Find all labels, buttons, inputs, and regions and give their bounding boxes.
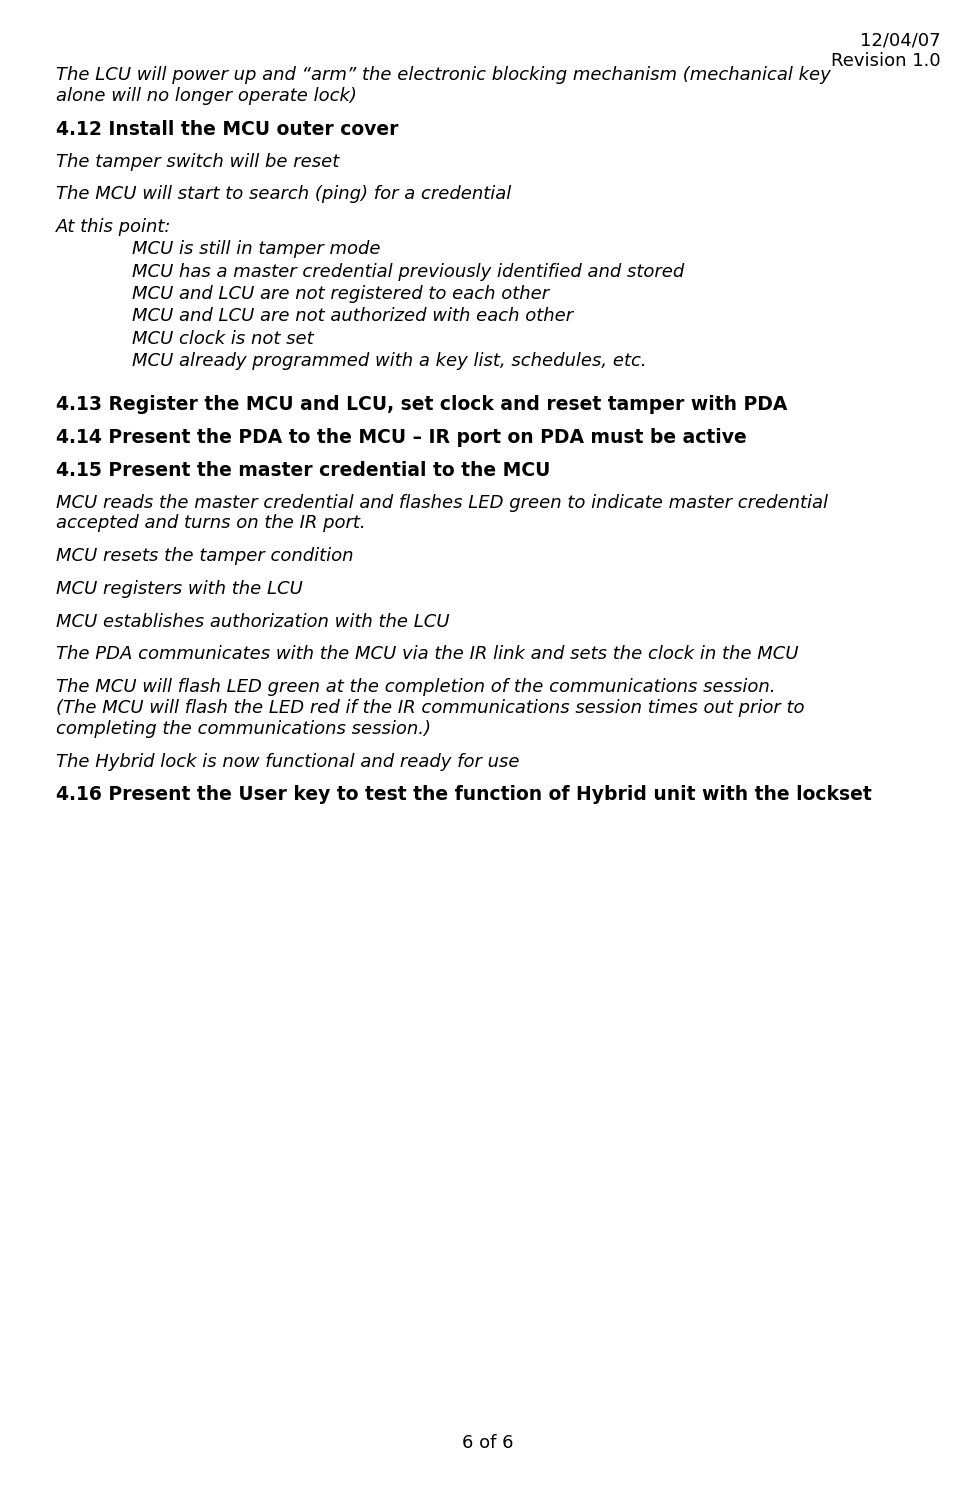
Text: The MCU will flash LED green at the completion of the communications session.: The MCU will flash LED green at the comp… <box>56 679 775 697</box>
Text: MCU registers with the LCU: MCU registers with the LCU <box>56 579 302 599</box>
Text: MCU establishes authorization with the LCU: MCU establishes authorization with the L… <box>56 613 449 631</box>
Text: MCU clock is not set: MCU clock is not set <box>132 329 313 348</box>
Text: 4.16 Present the User key to test the function of Hybrid unit with the lockset: 4.16 Present the User key to test the fu… <box>56 786 872 804</box>
Text: The tamper switch will be reset: The tamper switch will be reset <box>56 152 339 171</box>
Text: 12/04/07: 12/04/07 <box>860 31 941 49</box>
Text: The MCU will start to search (ping) for a credential: The MCU will start to search (ping) for … <box>56 185 511 204</box>
Text: MCU already programmed with a key list, schedules, etc.: MCU already programmed with a key list, … <box>132 351 646 371</box>
Text: The PDA communicates with the MCU via the IR link and sets the clock in the MCU: The PDA communicates with the MCU via th… <box>56 646 799 664</box>
Text: 4.15 Present the master credential to the MCU: 4.15 Present the master credential to th… <box>56 460 550 479</box>
Text: MCU reads the master credential and flashes LED green to indicate master credent: MCU reads the master credential and flas… <box>56 494 828 512</box>
Text: MCU resets the tamper condition: MCU resets the tamper condition <box>56 548 353 566</box>
Text: MCU has a master credential previously identified and stored: MCU has a master credential previously i… <box>132 262 683 281</box>
Text: 4.12 Install the MCU outer cover: 4.12 Install the MCU outer cover <box>56 121 398 138</box>
Text: 6 of 6: 6 of 6 <box>462 1434 513 1452</box>
Text: MCU and LCU are not registered to each other: MCU and LCU are not registered to each o… <box>132 284 549 304</box>
Text: MCU is still in tamper mode: MCU is still in tamper mode <box>132 240 380 259</box>
Text: 4.13 Register the MCU and LCU, set clock and reset tamper with PDA: 4.13 Register the MCU and LCU, set clock… <box>56 395 787 414</box>
Text: The Hybrid lock is now functional and ready for use: The Hybrid lock is now functional and re… <box>56 752 519 771</box>
Text: alone will no longer operate lock): alone will no longer operate lock) <box>56 86 357 106</box>
Text: Revision 1.0: Revision 1.0 <box>832 52 941 70</box>
Text: accepted and turns on the IR port.: accepted and turns on the IR port. <box>56 515 366 533</box>
Text: 4.14 Present the PDA to the MCU – IR port on PDA must be active: 4.14 Present the PDA to the MCU – IR por… <box>56 427 746 447</box>
Text: MCU and LCU are not authorized with each other: MCU and LCU are not authorized with each… <box>132 307 572 326</box>
Text: (The MCU will flash the LED red if the IR communications session times out prior: (The MCU will flash the LED red if the I… <box>56 700 804 718</box>
Text: At this point:: At this point: <box>56 217 171 237</box>
Text: completing the communications session.): completing the communications session.) <box>56 721 431 739</box>
Text: The LCU will power up and “arm” the electronic blocking mechanism (mechanical ke: The LCU will power up and “arm” the elec… <box>56 66 831 85</box>
